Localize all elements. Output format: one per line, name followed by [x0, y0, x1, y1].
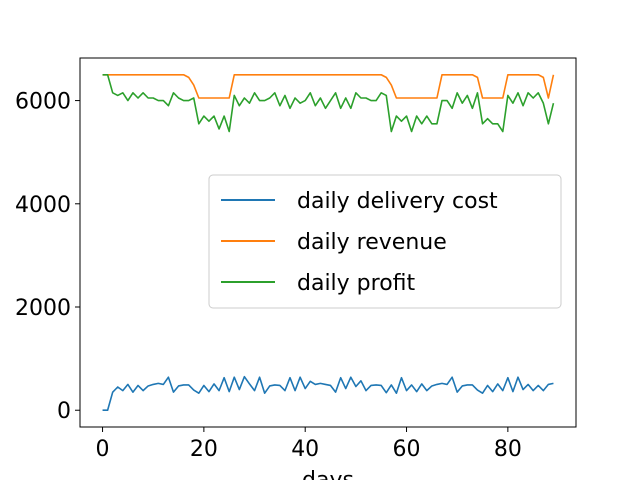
legend: daily delivery cost daily revenue daily pr… [208, 174, 562, 309]
y-tick-label: 2000 [15, 296, 71, 321]
x-axis-title: days [302, 468, 354, 480]
series-line-daily-delivery-cost [102, 375, 554, 412]
y-tick-label: 4000 [15, 193, 71, 218]
legend-label: daily revenue [297, 230, 447, 255]
series-layer [102, 73, 555, 412]
legend-label: daily profit [297, 271, 416, 296]
series-line-daily-revenue [102, 73, 555, 99]
legend-box [208, 174, 562, 309]
x-tick-label: 20 [190, 437, 218, 462]
y-tick-label: 0 [57, 399, 71, 424]
legend-label: daily delivery cost [297, 189, 498, 214]
y-tick-label: 6000 [15, 90, 71, 115]
x-axis-ticks: 0 20 40 60 80 [96, 427, 522, 462]
x-tick-label: 0 [96, 437, 110, 462]
y-axis-ticks: 0 2000 4000 6000 [15, 90, 80, 424]
plot-frame [79, 57, 577, 428]
x-tick-label: 80 [494, 437, 522, 462]
x-tick-label: 40 [291, 437, 319, 462]
series-line-daily-profit [102, 73, 555, 133]
x-tick-label: 60 [393, 437, 421, 462]
